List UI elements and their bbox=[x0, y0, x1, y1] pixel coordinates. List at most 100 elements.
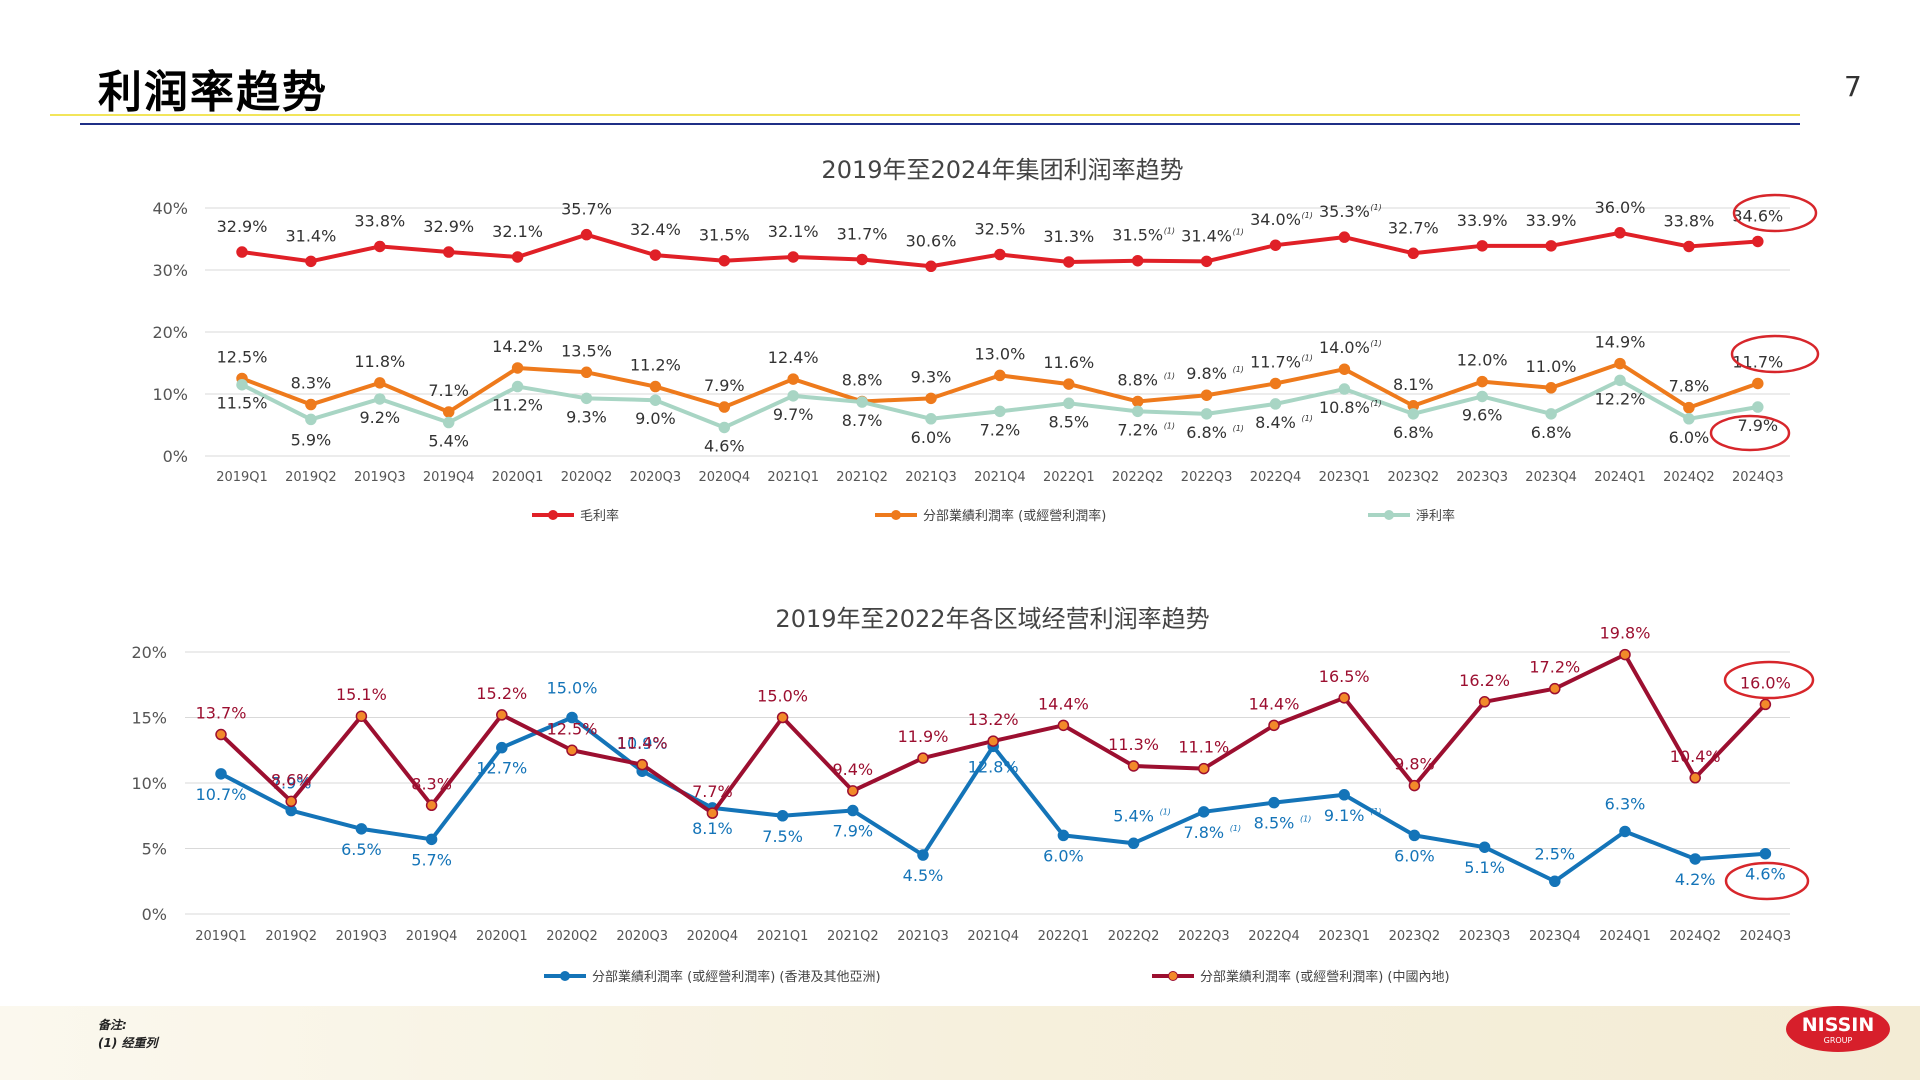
data-label: 12.4% bbox=[768, 348, 819, 367]
notes-line: (1) 经重列 bbox=[98, 1036, 158, 1050]
data-point bbox=[1407, 408, 1420, 420]
legend-marker bbox=[560, 971, 570, 981]
data-point bbox=[1408, 779, 1421, 792]
x-tick-label: 2020Q1 bbox=[492, 470, 544, 485]
data-label: 31.5% bbox=[699, 226, 750, 245]
data-label: 31.5% bbox=[1112, 226, 1163, 245]
data-label: 7.2% bbox=[980, 420, 1021, 439]
data-label: 32.4% bbox=[630, 220, 681, 239]
x-tick-label: 2022Q2 bbox=[1108, 929, 1160, 944]
x-tick-label: 2020Q3 bbox=[616, 929, 668, 944]
data-point bbox=[917, 849, 929, 861]
data-point bbox=[1338, 383, 1351, 395]
data-label: 9.3% bbox=[566, 407, 607, 426]
data-label: 12.7% bbox=[476, 759, 527, 778]
data-point bbox=[1759, 698, 1772, 711]
data-label: 34.6% bbox=[1732, 206, 1783, 225]
data-label: 6.0% bbox=[1669, 428, 1710, 447]
highlight-circle bbox=[1723, 660, 1815, 700]
data-label: 4.2% bbox=[1675, 870, 1716, 889]
data-point bbox=[511, 251, 524, 263]
data-label-mark: (1) bbox=[1370, 203, 1381, 212]
x-tick-label: 2023Q3 bbox=[1459, 929, 1511, 944]
data-label: 6.5% bbox=[341, 840, 382, 859]
data-label: 9.3% bbox=[911, 367, 952, 386]
data-label: 11.1% bbox=[1178, 738, 1229, 757]
data-label: 10.4% bbox=[1670, 747, 1721, 766]
data-label: 11.3% bbox=[1108, 735, 1159, 754]
legend-label: 毛利率 bbox=[580, 508, 619, 524]
data-point bbox=[847, 785, 859, 797]
data-label: 11.0% bbox=[1526, 357, 1577, 376]
data-point bbox=[925, 413, 937, 425]
x-tick-label: 2019Q1 bbox=[216, 470, 268, 485]
data-point bbox=[305, 398, 317, 411]
data-label-mark: (1) bbox=[1164, 371, 1175, 380]
data-point bbox=[649, 394, 662, 406]
data-label: 7.5% bbox=[762, 827, 803, 846]
data-point bbox=[1057, 829, 1070, 842]
data-label: 35.7% bbox=[561, 200, 612, 219]
data-label: 6.8% bbox=[1186, 423, 1227, 442]
data-label: 32.1% bbox=[768, 222, 819, 241]
data-label: 10.7% bbox=[196, 785, 247, 804]
data-point bbox=[1752, 235, 1764, 248]
data-label-mark: (1) bbox=[1302, 414, 1313, 423]
x-tick-label: 2024Q3 bbox=[1740, 929, 1792, 944]
data-point bbox=[1127, 837, 1140, 850]
legend-marker bbox=[1384, 510, 1394, 520]
data-point bbox=[1338, 692, 1350, 704]
data-point bbox=[776, 711, 789, 724]
data-point bbox=[1063, 256, 1075, 268]
x-tick-label: 2019Q4 bbox=[423, 470, 475, 485]
data-point bbox=[1268, 796, 1280, 809]
data-label: 17.2% bbox=[1529, 658, 1580, 677]
data-point bbox=[649, 380, 662, 393]
data-point bbox=[1476, 390, 1488, 403]
highlight-circle bbox=[1724, 861, 1810, 901]
legend-marker bbox=[548, 510, 558, 520]
data-point bbox=[580, 392, 593, 405]
data-label: 31.4% bbox=[285, 226, 336, 245]
x-tick-label: 2023Q4 bbox=[1529, 929, 1581, 944]
data-point bbox=[374, 240, 386, 253]
data-point bbox=[1478, 841, 1491, 853]
data-label: 33.8% bbox=[354, 211, 405, 230]
data-label: 9.8% bbox=[1186, 364, 1227, 383]
data-label-mark: (1) bbox=[1164, 227, 1175, 236]
legend-label: 分部業績利潤率 (或經營利潤率) bbox=[923, 508, 1106, 524]
data-label: 15.0% bbox=[547, 679, 598, 698]
legend-label: 分部業績利潤率 (或經營利潤率) (香港及其他亞洲) bbox=[592, 969, 881, 985]
data-point bbox=[1549, 682, 1561, 695]
data-point bbox=[718, 421, 731, 434]
data-label: 6.0% bbox=[1043, 846, 1084, 865]
data-label: 4.5% bbox=[903, 866, 944, 885]
data-label: 14.0% bbox=[1319, 338, 1370, 357]
data-label: 7.2% bbox=[1117, 420, 1158, 439]
data-label: 9.0% bbox=[635, 409, 676, 428]
data-label: 9.2% bbox=[359, 408, 400, 427]
data-label: 11.7% bbox=[1250, 352, 1301, 371]
data-label: 12.8% bbox=[968, 757, 1019, 776]
y-tick-label: 10% bbox=[152, 385, 188, 404]
data-label: 19.8% bbox=[1600, 624, 1651, 643]
data-label: 16.2% bbox=[1459, 671, 1510, 690]
data-label-mark: (1) bbox=[1164, 421, 1175, 430]
data-label: 7.9% bbox=[704, 376, 745, 395]
x-tick-label: 2020Q3 bbox=[630, 470, 682, 485]
data-point bbox=[374, 377, 386, 389]
data-point bbox=[1268, 719, 1280, 732]
data-label: 11.2% bbox=[630, 356, 681, 375]
data-label: 5.9% bbox=[291, 430, 332, 449]
data-point bbox=[566, 711, 578, 724]
data-point bbox=[425, 833, 438, 846]
data-point bbox=[1200, 408, 1213, 420]
logo-sub: GROUP bbox=[1823, 1036, 1853, 1045]
data-label-mark: (1) bbox=[1233, 365, 1244, 374]
x-tick-label: 2022Q1 bbox=[1038, 929, 1090, 944]
x-tick-label: 2023Q4 bbox=[1525, 470, 1577, 485]
y-tick-label: 20% bbox=[152, 323, 188, 342]
data-point bbox=[442, 246, 455, 258]
x-tick-label: 2022Q3 bbox=[1178, 929, 1230, 944]
data-label: 15.0% bbox=[757, 687, 808, 706]
